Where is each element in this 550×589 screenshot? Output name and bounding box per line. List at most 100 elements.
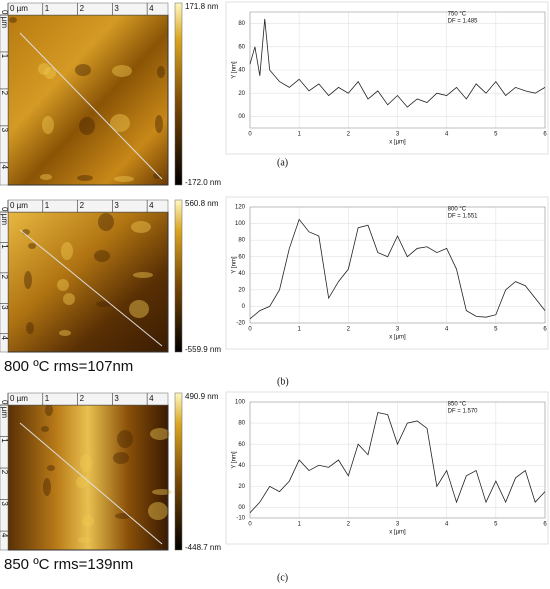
color-bar-max: 490.9 nm — [185, 392, 219, 401]
x-tick-label: 6 — [543, 522, 547, 528]
afm-grain — [77, 175, 93, 181]
y-axis-label: Y [nm] — [232, 61, 238, 79]
afm-grain — [113, 452, 129, 464]
afm-grain — [63, 293, 75, 305]
y-tick-label: 00 — [238, 505, 245, 511]
y-tick-label: 80 — [238, 238, 245, 244]
afm-ruler-left — [0, 211, 9, 353]
plot-area — [249, 206, 546, 324]
y-tick-label: 40 — [238, 463, 245, 469]
afm-x-tick-label: 2 — [80, 4, 85, 13]
x-tick-label: 3 — [396, 132, 400, 138]
y-tick-label: 40 — [238, 271, 245, 277]
afm-caption: 850 ºC rms=139nm — [4, 556, 133, 573]
afm-x-tick-label: 1 — [45, 4, 50, 13]
x-tick-label: 5 — [494, 132, 498, 138]
x-tick-label: 3 — [396, 327, 400, 333]
chart-frame — [225, 1, 549, 155]
y-tick-label: 60 — [238, 44, 245, 50]
afm-grain — [131, 221, 151, 233]
chart-frame — [225, 391, 549, 545]
afm-x-tick-label: 4 — [149, 394, 154, 403]
afm-y-tick-label: 0 µm — [0, 207, 9, 225]
afm-grain — [152, 489, 172, 495]
afm-grain — [79, 117, 95, 135]
x-tick-label: 5 — [494, 522, 498, 528]
afm-grain — [80, 454, 92, 472]
afm-y-tick-label: 4 — [0, 165, 9, 170]
y-tick-label: -20 — [236, 321, 245, 327]
profile-curve — [249, 412, 546, 513]
y-tick-label: 40 — [238, 68, 245, 74]
afm-grain — [44, 67, 56, 79]
afm-x-tick-label: 1 — [45, 201, 50, 210]
y-axis-label: Y [nm] — [232, 256, 238, 274]
afm-grain — [59, 330, 71, 336]
afm-x-tick-label: 0 µm — [10, 201, 28, 210]
panel-label: (a) — [277, 157, 288, 168]
afm-y-tick-label: 3 — [0, 501, 9, 506]
panel-label: (c) — [277, 572, 288, 583]
y-axis-label: Y [nm] — [232, 451, 238, 469]
color-bar-min: -172.0 nm — [185, 178, 221, 187]
afm-x-tick-label: 3 — [114, 201, 119, 210]
afm-grain — [42, 116, 54, 134]
afm-x-tick-label: 2 — [80, 394, 85, 403]
x-tick-label: 2 — [347, 522, 351, 528]
color-bar — [174, 2, 183, 186]
afm-grain — [45, 404, 53, 416]
afm-grain — [24, 271, 32, 289]
afm-grain — [76, 476, 88, 488]
afm-caption: 800 ºC rms=107nm — [4, 358, 133, 375]
afm-grain — [153, 173, 161, 179]
color-bar — [174, 392, 183, 551]
afm-grain — [26, 322, 34, 334]
color-bar-min: -448.7 nm — [185, 543, 221, 552]
afm-ruler-top — [7, 392, 169, 406]
afm-grain — [61, 242, 73, 260]
y-tick-label: 60 — [238, 254, 245, 260]
y-tick-label: 60 — [238, 442, 245, 448]
afm-grain — [129, 300, 149, 318]
afm-y-tick-label: 1 — [0, 438, 9, 443]
afm-y-tick-label: 3 — [0, 128, 9, 133]
x-tick-label: 2 — [347, 132, 351, 138]
x-tick-label: 4 — [445, 522, 449, 528]
annotation: DF = 1.485 — [448, 19, 479, 25]
color-bar — [174, 199, 183, 353]
afm-y-tick-label: 3 — [0, 305, 9, 310]
afm-grain — [28, 243, 36, 249]
y-tick-label: 20 — [238, 484, 245, 490]
y-tick-label: 20 — [238, 91, 245, 97]
afm-y-tick-label: 1 — [0, 244, 9, 249]
afm-grain — [57, 279, 69, 291]
y-tick-label: 80 — [238, 421, 245, 427]
x-tick-label: 3 — [396, 522, 400, 528]
y-tick-label: 100 — [235, 400, 246, 406]
afm-y-tick-label: 2 — [0, 470, 9, 475]
profile-curve — [249, 18, 546, 108]
afm-x-tick-label: 4 — [149, 4, 154, 13]
afm-grain — [114, 176, 134, 182]
x-tick-label: 0 — [248, 132, 252, 138]
afm-grain — [150, 428, 170, 440]
annotation: DF = 1.551 — [448, 214, 479, 220]
afm-grain — [43, 478, 51, 496]
afm-ruler-left — [0, 404, 9, 551]
y-tick-label: 100 — [235, 221, 246, 227]
y-tick-label: 120 — [235, 205, 246, 211]
annotation: 750 °C — [448, 12, 467, 18]
afm-grain — [40, 174, 52, 180]
x-axis-label: x [µm] — [389, 530, 406, 536]
x-axis-label: x [µm] — [389, 335, 406, 341]
afm-y-tick-label: 0 µm — [0, 10, 9, 28]
plot-area — [249, 401, 546, 519]
y-tick-label: 0 — [242, 304, 246, 310]
x-tick-label: 1 — [297, 522, 301, 528]
afm-y-tick-label: 2 — [0, 275, 9, 280]
afm-grain — [148, 502, 168, 520]
y-tick-label: 80 — [238, 21, 245, 27]
x-tick-label: 0 — [248, 327, 252, 333]
x-tick-label: 1 — [297, 132, 301, 138]
afm-grain — [47, 465, 55, 471]
